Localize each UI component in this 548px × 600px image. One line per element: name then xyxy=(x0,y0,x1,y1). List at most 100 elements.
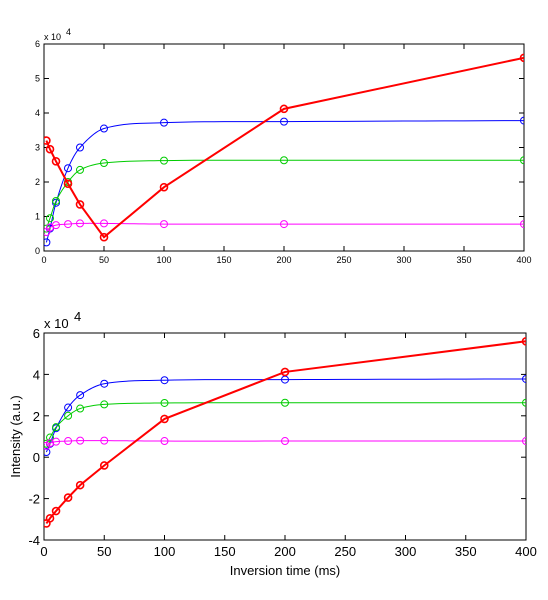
data-point xyxy=(522,437,526,446)
y-tick-label: 2 xyxy=(33,409,40,424)
y-tick-label: 5 xyxy=(35,74,40,84)
series-2 xyxy=(44,436,526,450)
series-line xyxy=(45,378,526,453)
y-tick-label: 0 xyxy=(35,246,40,256)
data-point xyxy=(46,214,54,223)
data-point xyxy=(100,124,108,133)
data-point xyxy=(52,221,60,230)
data-point xyxy=(51,157,61,166)
x-tick-label: 0 xyxy=(41,255,46,265)
data-point xyxy=(160,414,169,424)
series-line xyxy=(45,159,524,229)
data-point xyxy=(280,220,288,229)
data-point xyxy=(45,144,55,154)
series-1 xyxy=(44,398,526,448)
series-line xyxy=(46,222,524,233)
series-line xyxy=(45,402,526,444)
data-point xyxy=(520,156,524,165)
data-point xyxy=(160,118,168,127)
x-tick-label: 250 xyxy=(336,255,351,265)
y-tick-label: -2 xyxy=(28,492,40,507)
y-axis-label: Intensity (a.u.) xyxy=(8,395,23,477)
data-point xyxy=(44,448,51,457)
y-multiplier-base: x 10 xyxy=(44,32,61,42)
data-point xyxy=(160,376,169,385)
data-point xyxy=(76,391,85,400)
data-point xyxy=(522,374,526,383)
data-point xyxy=(52,437,61,446)
data-point xyxy=(45,513,55,523)
data-point xyxy=(76,165,84,174)
x-tick-label: 50 xyxy=(97,544,111,559)
data-point xyxy=(160,220,168,229)
data-point xyxy=(75,480,85,490)
data-point xyxy=(99,461,109,470)
series-2 xyxy=(44,219,524,237)
series-0 xyxy=(44,116,524,247)
x-tick-label: 400 xyxy=(516,255,531,265)
data-point xyxy=(160,398,169,407)
y-tick-label: 2 xyxy=(35,177,40,187)
data-point xyxy=(64,411,73,420)
x-tick-label: 350 xyxy=(455,544,477,559)
data-point xyxy=(76,219,84,228)
data-point xyxy=(46,439,55,448)
bottom-chart: 0 50 100 150 200 250 300 350 400 -4 -2 0 2 4 6 x 10 4 Inv… xyxy=(8,309,537,578)
data-point xyxy=(100,379,109,388)
data-point xyxy=(100,219,108,228)
data-point xyxy=(100,159,108,168)
x-tick-label: 0 xyxy=(40,544,47,559)
x-tick-label: 300 xyxy=(396,255,411,265)
data-point xyxy=(160,437,169,446)
x-tick-label: 150 xyxy=(216,255,231,265)
data-point xyxy=(281,398,289,407)
y-tick-label: -4 xyxy=(28,533,40,548)
data-point xyxy=(520,220,524,229)
data-point xyxy=(76,143,84,152)
data-point xyxy=(100,400,109,409)
plot-area xyxy=(43,43,525,252)
data-point xyxy=(64,220,72,229)
x-tick-label: 350 xyxy=(456,255,471,265)
data-point xyxy=(64,437,73,446)
data-point xyxy=(279,104,289,114)
series-3 xyxy=(44,53,524,242)
data-point xyxy=(160,156,168,165)
data-point xyxy=(64,403,73,412)
data-point xyxy=(520,116,524,125)
y-tick-label: 4 xyxy=(35,108,40,118)
data-point xyxy=(519,53,524,63)
data-point xyxy=(76,404,85,413)
x-axis-label: Inversion time (ms) xyxy=(230,563,341,578)
data-point xyxy=(63,493,73,502)
y-tick-label: 4 xyxy=(33,367,40,382)
y-tick-label: 0 xyxy=(33,450,40,465)
data-point xyxy=(280,367,290,377)
data-point xyxy=(44,238,51,247)
data-point xyxy=(63,179,73,189)
data-point xyxy=(280,156,288,165)
data-point xyxy=(281,437,289,446)
y-tick-label: 6 xyxy=(35,39,40,49)
y-tick-label: 1 xyxy=(35,212,40,222)
data-point xyxy=(44,224,51,233)
x-tick-label: 200 xyxy=(276,255,291,265)
data-point xyxy=(44,439,51,448)
data-point xyxy=(76,436,85,445)
series-line xyxy=(45,120,524,243)
data-point xyxy=(280,117,288,126)
x-tick-label: 200 xyxy=(274,544,296,559)
plot-area xyxy=(43,332,527,541)
series-line xyxy=(45,56,524,239)
x-tick-label: 50 xyxy=(99,255,109,265)
series-line xyxy=(46,440,526,447)
data-point xyxy=(159,182,169,192)
x-tick-label: 100 xyxy=(154,544,176,559)
x-tick-label: 150 xyxy=(214,544,236,559)
data-point xyxy=(44,136,51,145)
data-point xyxy=(75,200,85,209)
data-point xyxy=(51,506,61,516)
y-multiplier-exponent: 4 xyxy=(66,27,71,37)
y-tick-label: 3 xyxy=(35,143,40,153)
